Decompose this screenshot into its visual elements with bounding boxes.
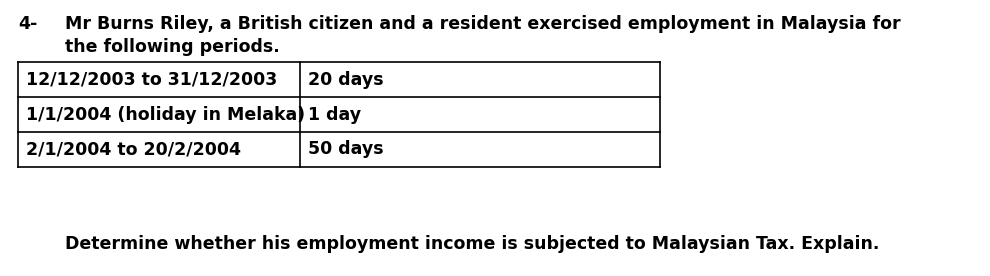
Text: 50 days: 50 days [308,140,384,158]
Text: the following periods.: the following periods. [65,38,280,56]
Text: 4-: 4- [18,15,38,33]
Text: 2/1/2004 to 20/2/2004: 2/1/2004 to 20/2/2004 [26,140,241,158]
Text: Mr Burns Riley, a British citizen and a resident exercised employment in Malaysi: Mr Burns Riley, a British citizen and a … [65,15,901,33]
Text: 12/12/2003 to 31/12/2003: 12/12/2003 to 31/12/2003 [26,70,277,89]
Text: 1/1/2004 (holiday in Melaka): 1/1/2004 (holiday in Melaka) [26,105,305,123]
Text: 1 day: 1 day [308,105,361,123]
Text: Determine whether his employment income is subjected to Malaysian Tax. Explain.: Determine whether his employment income … [65,235,879,253]
Text: 20 days: 20 days [308,70,384,89]
